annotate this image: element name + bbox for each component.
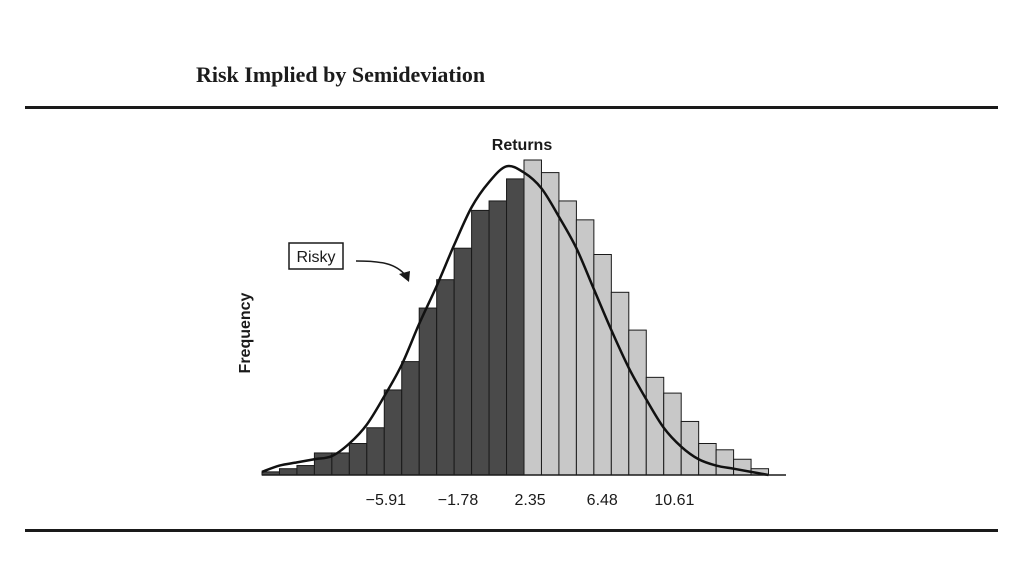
y-axis-label: Frequency	[237, 292, 254, 373]
histogram-bars	[261, 159, 770, 476]
histogram-bar	[540, 172, 560, 476]
risky-arrow	[355, 260, 407, 277]
histogram-bar	[366, 427, 385, 476]
histogram-bar	[610, 291, 630, 476]
histogram-bar	[418, 307, 438, 476]
x-tick-label: 2.35	[515, 492, 546, 509]
histogram-bar	[663, 392, 682, 476]
histogram-bar	[628, 329, 647, 476]
bottom-rule	[25, 529, 998, 532]
histogram-bar	[278, 468, 298, 476]
density-curve	[261, 164, 769, 477]
histogram-bar	[575, 219, 595, 476]
histogram-bar	[436, 279, 455, 476]
x-tick-label: −5.91	[366, 492, 407, 509]
histogram-bar	[453, 247, 473, 476]
risky-label: Risky	[296, 249, 335, 266]
histogram-bar	[523, 159, 542, 476]
histogram-bar	[471, 209, 490, 476]
histogram-bar	[488, 200, 508, 476]
risky-arrowhead	[399, 271, 410, 282]
x-tick-labels: −5.91 −1.78 2.35 6.48 10.61	[366, 492, 695, 509]
risky-callout: Risky	[288, 242, 410, 282]
x-tick-label: 6.48	[587, 492, 618, 509]
histogram-bar	[348, 443, 368, 476]
histogram-bar	[593, 254, 612, 476]
histogram-bar	[331, 452, 350, 476]
x-tick-label: −1.78	[438, 492, 479, 509]
histogram-bar	[383, 389, 403, 476]
top-rule	[25, 106, 998, 109]
x-tick-label: 10.61	[654, 492, 694, 509]
figure-title: Risk Implied by Semideviation	[196, 62, 486, 87]
histogram-bar	[506, 178, 525, 476]
histogram-bar	[296, 465, 315, 476]
histogram-bar	[401, 361, 420, 476]
histogram-bar	[715, 449, 735, 476]
risky-label-box	[288, 242, 344, 270]
chart-title: Returns	[492, 137, 553, 154]
